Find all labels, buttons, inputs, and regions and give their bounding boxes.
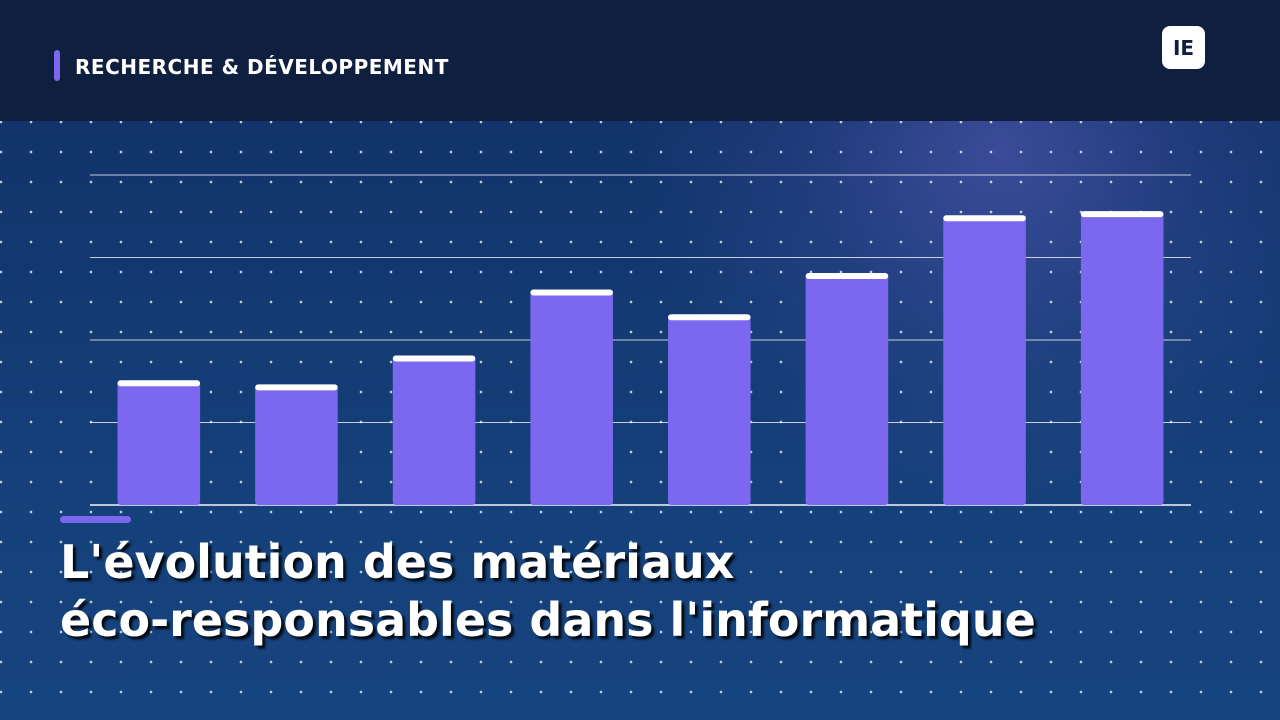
chart-bar-cap: [805, 273, 889, 279]
title-line-1: L'évolution des matériaux: [60, 535, 735, 589]
dot-grid-pattern: [0, 121, 1280, 720]
chart-bar: [668, 315, 751, 505]
chart-bar: [117, 381, 201, 505]
header-accent-bar: [54, 50, 60, 81]
bar-chart: [90, 174, 1191, 506]
chart-bar: [530, 290, 613, 505]
chart-bar: [805, 274, 889, 505]
chart-bar: [255, 385, 338, 505]
chart-bar-cap: [943, 215, 1026, 222]
page-title: L'évolution des matériaux éco-responsabl…: [60, 533, 1240, 649]
chart-bar-cap: [1080, 211, 1164, 218]
chart-bar: [943, 216, 1026, 505]
chart-bar: [392, 356, 476, 505]
chart-bar-cap: [392, 355, 476, 362]
header-bar: RECHERCHE & DÉVELOPPEMENT IE: [0, 0, 1280, 121]
title-line-2: éco-responsables dans l'informatique: [60, 593, 1036, 647]
chart-bar-cap: [530, 289, 613, 296]
chart-bar: [1080, 212, 1164, 505]
chart-bar-cap: [117, 380, 201, 387]
hero-background: [0, 121, 1280, 720]
chart-bars: [117, 211, 1164, 505]
chart-bar-cap: [255, 384, 338, 391]
title-accent-bar: [60, 516, 131, 523]
section-kicker: RECHERCHE & DÉVELOPPEMENT: [75, 55, 449, 79]
logo-badge: IE: [1162, 26, 1205, 69]
chart-bar-cap: [668, 314, 751, 321]
